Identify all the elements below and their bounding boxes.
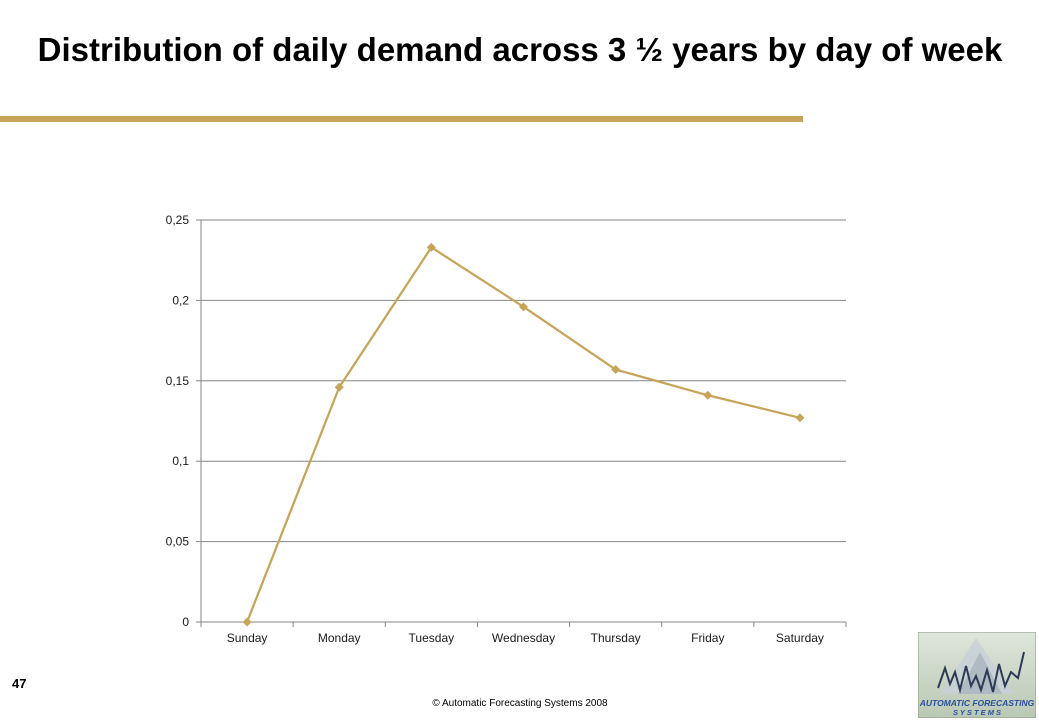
- x-tick-label: Wednesday: [492, 631, 555, 645]
- y-tick-label: 0,05: [166, 535, 190, 549]
- data-point-marker: [334, 382, 344, 392]
- x-tick-label: Saturday: [776, 631, 824, 645]
- copyright-text: © Automatic Forecasting Systems 2008: [432, 698, 608, 709]
- logo-text-line2: S Y S T E M S: [953, 708, 1001, 717]
- data-point-marker: [426, 242, 436, 252]
- y-tick-label: 0,25: [166, 213, 190, 227]
- data-point-marker: [703, 390, 713, 400]
- slide-number: 47: [12, 676, 27, 691]
- y-tick-label: 0,2: [172, 293, 189, 307]
- data-point-marker: [795, 413, 805, 423]
- data-point-marker: [242, 617, 252, 627]
- y-tick-label: 0: [182, 615, 189, 629]
- x-tick-label: Monday: [318, 631, 361, 645]
- data-point-marker: [611, 365, 621, 375]
- data-point-marker: [519, 302, 528, 312]
- x-tick-labels: Sunday Monday Tuesday Wednesday Thursday Frid…: [227, 631, 824, 645]
- y-tick-label: 0,1: [172, 454, 189, 468]
- slide-title: Distribution of daily demand across 3 ½ …: [37, 31, 1003, 68]
- y-tick-labels: 0 0,05 0,1 0,15 0,2 0,25: [166, 213, 190, 629]
- x-tick-label: Friday: [691, 631, 724, 645]
- y-tick-label: 0,15: [166, 374, 190, 388]
- title-underline: [0, 116, 803, 122]
- x-tick-label: Thursday: [591, 631, 641, 645]
- logo-text-line1: AUTOMATIC FORECASTING: [919, 698, 1035, 708]
- x-tick-label: Sunday: [227, 631, 268, 645]
- series: [242, 242, 805, 627]
- axes: [196, 219, 847, 627]
- gridlines: [201, 219, 846, 543]
- company-logo: AUTOMATIC FORECASTING S Y S T E M S: [918, 632, 1036, 718]
- x-tick-label: Tuesday: [409, 631, 455, 645]
